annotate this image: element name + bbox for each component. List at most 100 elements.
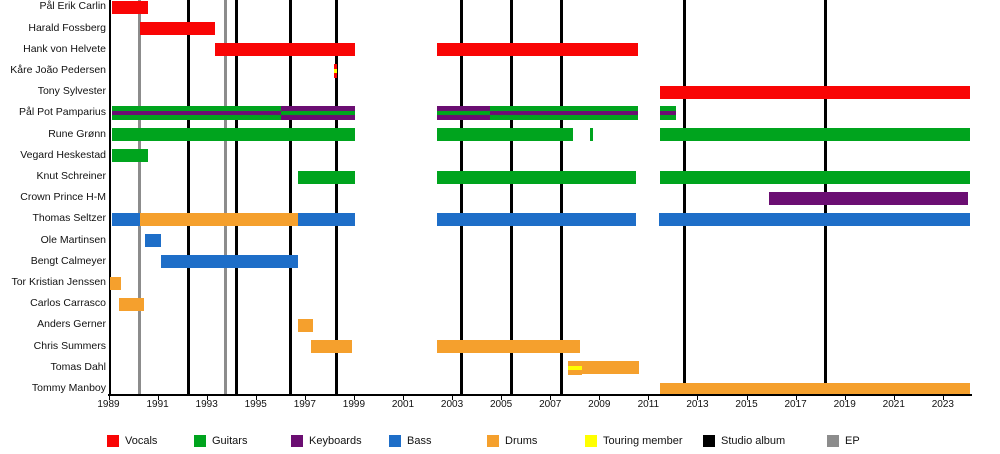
member-label: Knut Schreiner <box>36 170 106 182</box>
axis-tick <box>157 396 159 400</box>
legend-label: EP <box>845 435 860 447</box>
legend-label: Keyboards <box>309 435 362 447</box>
timeline-stripe-guitars <box>111 106 281 112</box>
album-line <box>560 0 564 394</box>
timeline-bar-bass <box>437 212 637 226</box>
album-line <box>186 0 190 394</box>
ep-line <box>223 0 227 394</box>
ep-line <box>138 0 142 394</box>
album-line <box>460 0 464 394</box>
timeline-bar-bass <box>658 212 970 226</box>
timeline-bar-guitars <box>437 170 637 184</box>
axis-year-label: 2001 <box>391 399 415 410</box>
axis-tick <box>795 396 797 400</box>
timeline-stripe-keyboards <box>437 106 491 112</box>
timeline-stripe-guitars <box>111 115 281 121</box>
timeline-bar-drums <box>139 212 298 226</box>
timeline-bar-guitars <box>589 128 594 142</box>
timeline-bar-guitars <box>111 149 148 163</box>
timeline-bar-guitars <box>297 170 356 184</box>
timeline-stripe-vocals <box>333 73 338 78</box>
axis-year-label: 1993 <box>195 399 218 410</box>
axis-tick <box>599 396 601 400</box>
member-label: Tor Kristian Jenssen <box>11 276 106 288</box>
timeline-stripe-guitars <box>659 115 677 121</box>
legend-swatch-touring <box>585 435 597 447</box>
member-label: Hank von Helvete <box>23 42 106 55</box>
timeline-stripe-touring <box>333 69 338 73</box>
legend-swatch-vocals <box>107 435 119 447</box>
axis-tick <box>255 396 257 400</box>
axis-year-label: 2011 <box>637 399 660 410</box>
axis-tick <box>844 396 846 400</box>
timeline-bar-bass <box>161 255 298 269</box>
member-label: Bengt Calmeyer <box>30 254 106 267</box>
timeline-stripe-guitars <box>281 111 356 116</box>
timeline-stripe-keyboards <box>659 111 677 116</box>
axis-tick <box>893 396 895 400</box>
timeline-bar-multi <box>490 106 639 121</box>
timeline-bar-drums <box>437 340 580 354</box>
timeline-stripe-drums <box>567 369 583 375</box>
timeline-stripe-touring <box>567 365 583 370</box>
timeline-bar-drums <box>110 276 121 290</box>
timeline-bar-vocals <box>139 22 215 36</box>
legend-swatch-drums <box>487 435 499 447</box>
timeline-bar-bass <box>297 212 356 226</box>
axis-year-label: 1991 <box>146 399 169 410</box>
axis-tick <box>402 396 404 400</box>
legend-swatch-ep <box>827 435 839 447</box>
timeline-bar-multi <box>437 106 491 121</box>
timeline-stripe-guitars <box>437 111 491 116</box>
timeline-bar-bass <box>145 234 162 248</box>
member-label: Crown Prince H-M <box>20 191 106 204</box>
axis-year-label: 2007 <box>539 399 562 410</box>
member-label: Thomas Seltzer <box>32 212 106 225</box>
axis-year-label: 2019 <box>833 399 856 410</box>
member-label: Harald Fossberg <box>28 21 106 34</box>
timeline-bar-drums <box>582 361 640 375</box>
timeline-bar-guitars <box>659 128 970 142</box>
timeline-bar-vocals <box>437 43 639 57</box>
legend: Vocals Guitars Keyboards Bass Drums Touring m… <box>0 434 1000 454</box>
timeline-bar-vocals <box>659 85 970 99</box>
member-label: Vegard Heskestad <box>20 148 106 161</box>
axis-tick <box>304 396 306 400</box>
timeline-bar-multi <box>567 360 583 375</box>
plot-area: Pål Erik Carlin Harald Fossberg Hank von H… <box>10 0 972 410</box>
axis-tick <box>550 396 552 400</box>
member-label: Tomas Dahl <box>50 360 106 373</box>
axis-year-label: 2017 <box>784 399 807 410</box>
timeline-stripe-vocals <box>333 64 338 69</box>
axis-year-label: 2005 <box>490 399 513 410</box>
legend-label: Guitars <box>212 435 248 447</box>
album-line <box>683 0 687 394</box>
legend-label: Bass <box>407 435 432 447</box>
legend-swatch-keyboards <box>291 435 303 447</box>
axis-year-label: 1997 <box>293 399 316 410</box>
plot-left-border <box>109 0 111 394</box>
timeline-bar-guitars <box>437 128 574 142</box>
timeline-stripe-keyboards <box>490 111 639 116</box>
axis-tick <box>108 396 110 400</box>
timeline-bar-drums <box>659 382 970 396</box>
timeline-bar-drums <box>311 340 352 354</box>
timeline-bar-drums <box>119 297 145 311</box>
member-label: Ole Martinsen <box>40 233 106 246</box>
album-line <box>510 0 514 394</box>
legend-label: Studio album <box>721 435 786 447</box>
axis-year-label: 2021 <box>882 399 905 410</box>
axis-tick <box>942 396 944 400</box>
timeline-bar-multi <box>333 64 338 78</box>
legend-swatch-bass <box>389 435 401 447</box>
axis-year-label: 1995 <box>244 399 267 410</box>
axis-year-label: 2009 <box>588 399 611 410</box>
axis-tick <box>206 396 208 400</box>
timeline-bar-drums <box>297 318 314 332</box>
timeline-bar-keyboards <box>769 191 968 205</box>
timeline-stripe-keyboards <box>281 115 356 121</box>
axis-year-label: 1989 <box>97 399 120 410</box>
member-label: Carlos Carrasco <box>30 297 106 310</box>
member-label: Rune Grønn <box>48 127 106 140</box>
